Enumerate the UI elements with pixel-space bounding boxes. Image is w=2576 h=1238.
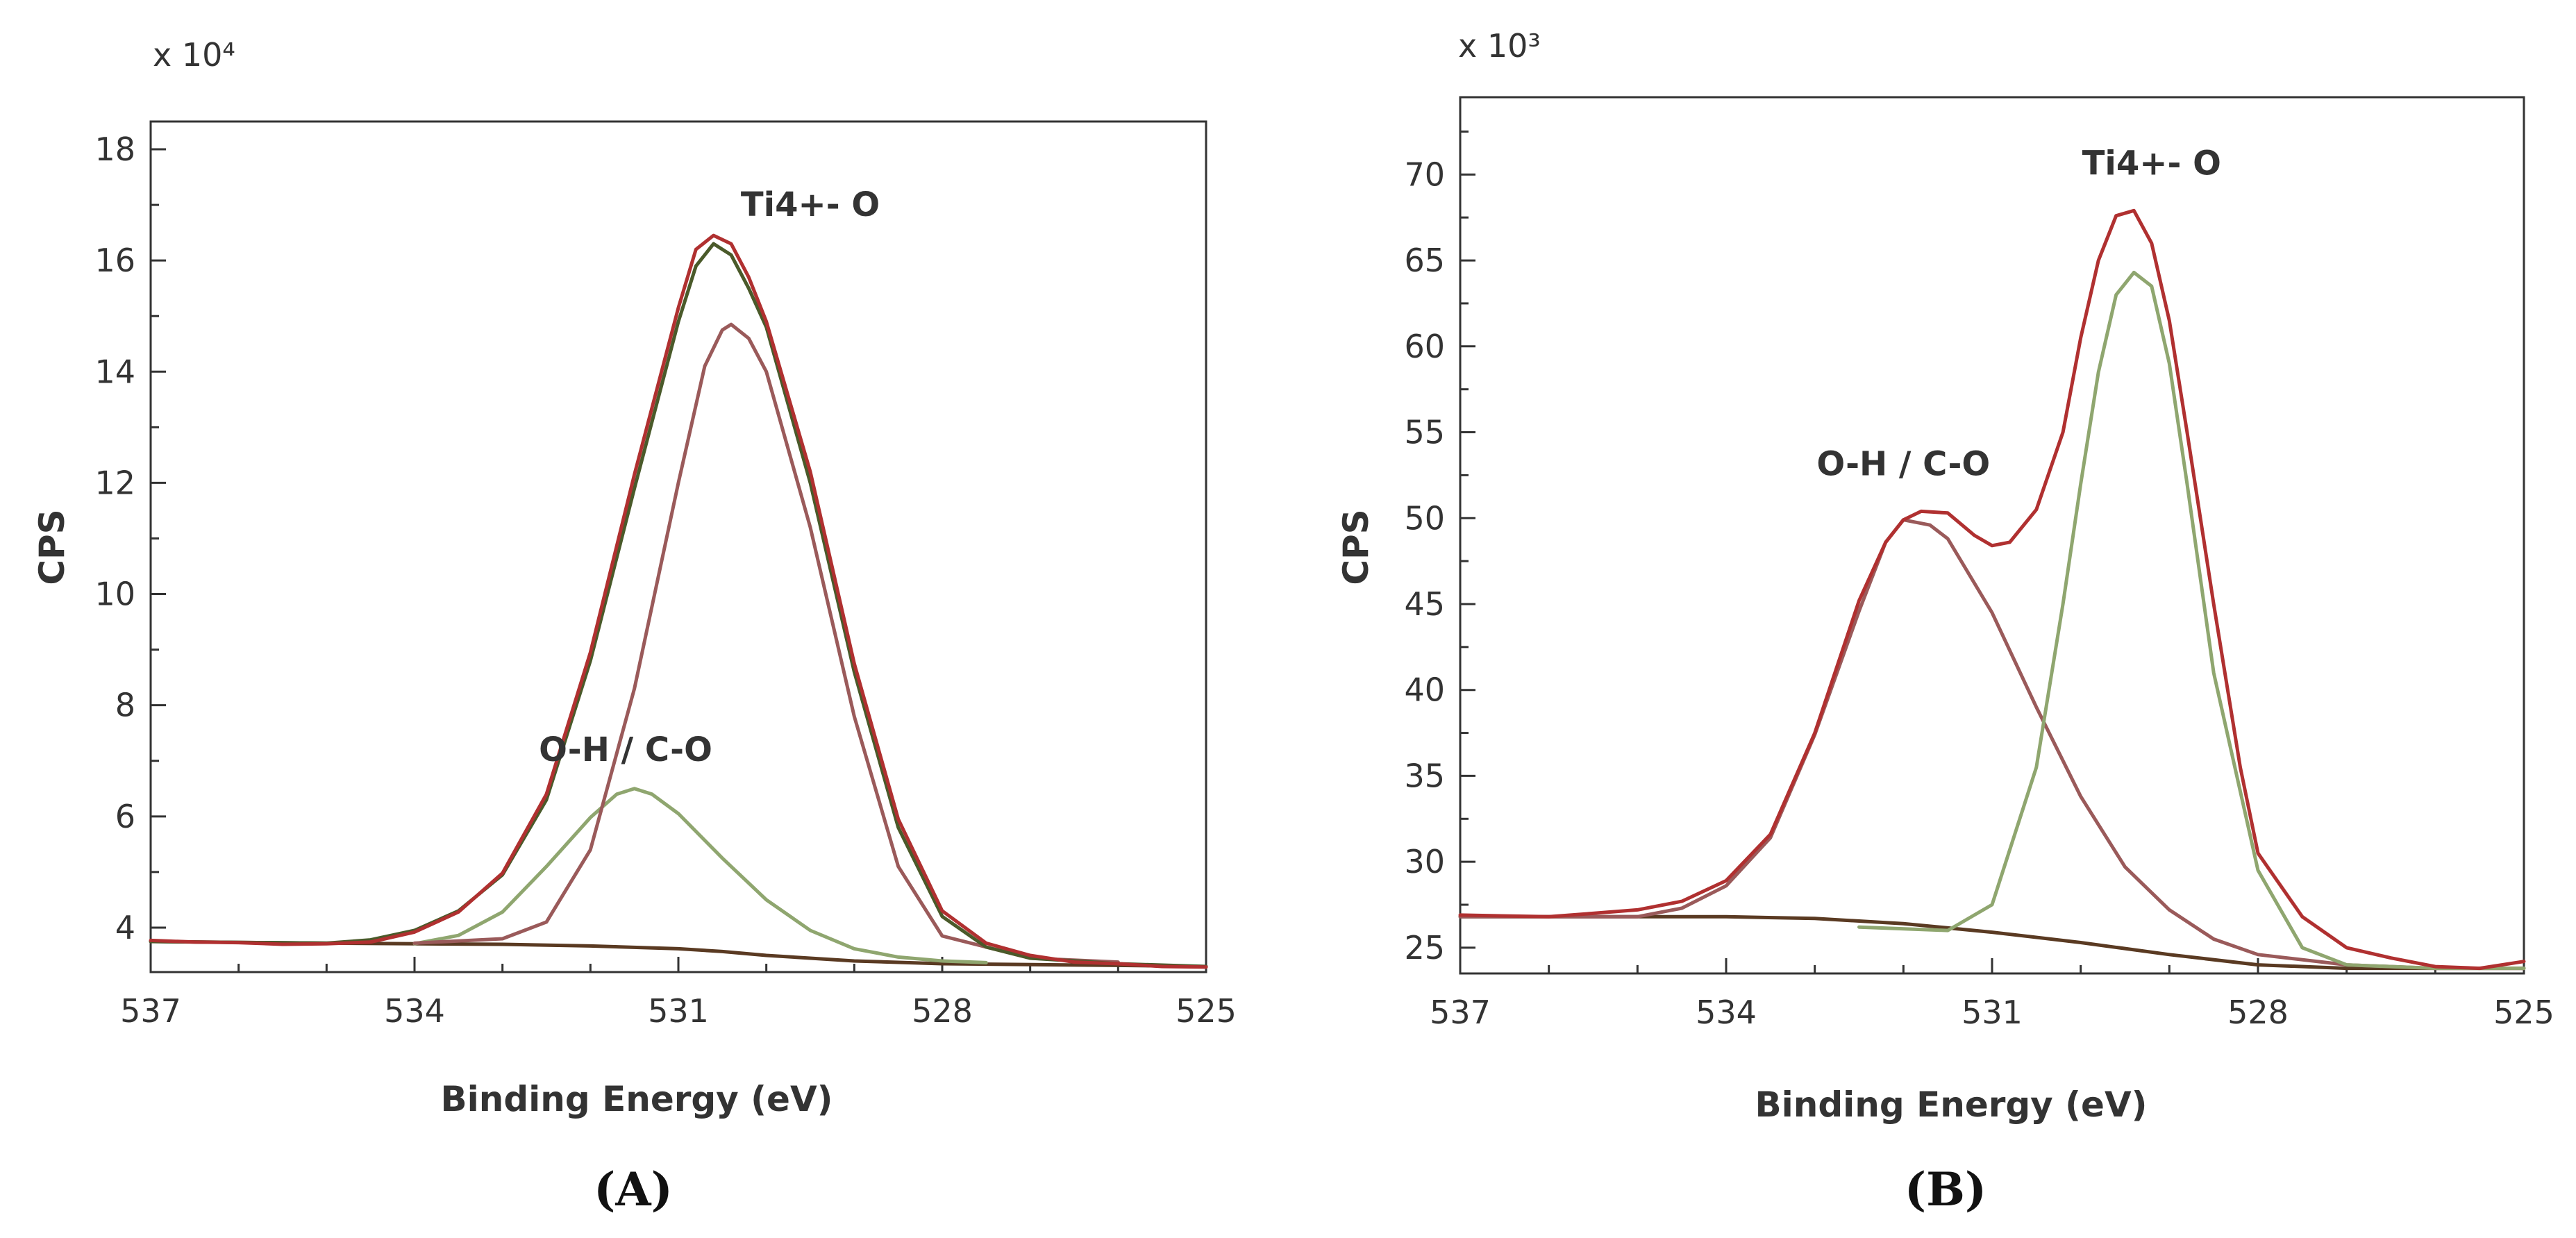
panel-a-y-tick-label: 16	[94, 242, 135, 279]
panel-a-annotation-ti-o: Ti4+- O	[741, 185, 880, 224]
panel-a-ticks	[149, 148, 1207, 972]
panel-a-curves	[149, 233, 1208, 969]
panel-b-curves	[1458, 208, 2526, 971]
panel-b-plot-area	[1459, 96, 2525, 975]
panel-b-annotation-oh-co: O-H / C-O	[1816, 444, 1990, 483]
panel-a-y-tick-label: 6	[115, 798, 135, 835]
panel-b-annotation-ti-o: Ti4+- O	[2082, 144, 2221, 183]
panel-a-tick-labels: 537 534 531 528 525 4 6 8 10 12 14 16 18	[94, 131, 1236, 1030]
panel-b-y-tick-label: 60	[1404, 328, 1445, 365]
panel-b-y-tick-label: 65	[1404, 242, 1445, 279]
panel-a-y-multiplier: x 10⁴	[153, 36, 235, 74]
panel-a-series-ti4-o	[412, 322, 1120, 964]
panel-a-series-o-h-c-o	[412, 787, 988, 964]
panel-a-y-tick-label: 12	[94, 464, 135, 501]
panel-a-x-tick-label: 537	[120, 992, 181, 1030]
panel-b-y-tick-label: 40	[1404, 671, 1445, 709]
panel-b-x-tick-label: 528	[2227, 994, 2289, 1031]
panel-a: 537 534 531 528 525 4 6 8 10 12 14 16 18 x 10⁴ CPS B…	[32, 36, 1237, 1216]
panel-a-series-experimental	[149, 233, 1208, 969]
panel-a-y-tick-label: 4	[115, 909, 135, 946]
panel-b-y-tick-label: 45	[1404, 585, 1445, 623]
panel-a-annotation-oh-co: O-H / C-O	[539, 730, 712, 769]
panel-b-series-background	[1458, 914, 2526, 971]
panel-b-y-tick-label: 70	[1404, 156, 1445, 193]
panel-b-y-multiplier: x 10³	[1458, 27, 1541, 65]
panel-b: 537 534 531 528 525 25 30 35 40 45 50 55 60 65 70 x 10…	[1336, 27, 2554, 1216]
panel-b-series-experimental	[1458, 208, 2526, 971]
panel-a-x-axis-title: Binding Energy (eV)	[441, 1079, 833, 1119]
panel-b-tick-labels: 537 534 531 528 525 25 30 35 40 45 50 55 60 65 70	[1404, 156, 2554, 1031]
panel-a-y-tick-label: 18	[94, 131, 135, 168]
panel-b-x-tick-label: 531	[1962, 994, 2023, 1031]
panel-a-series-background	[149, 939, 1208, 969]
panel-b-y-tick-label: 35	[1404, 757, 1445, 794]
panel-a-y-tick-label: 10	[94, 576, 135, 613]
panel-b-caption: (B)	[1905, 1162, 1987, 1216]
panel-a-y-axis-title: CPS	[32, 509, 72, 585]
panel-b-series-ti4-o	[1857, 270, 2526, 971]
panel-b-x-axis-title: Binding Energy (eV)	[1755, 1085, 2148, 1125]
panel-a-x-tick-label: 528	[912, 992, 973, 1030]
panel-b-series-o-h-c-o	[1458, 518, 2526, 971]
panel-a-x-tick-label: 525	[1176, 992, 1237, 1030]
panel-b-y-tick-label: 25	[1404, 929, 1445, 967]
panel-a-y-tick-label: 8	[115, 687, 135, 724]
panel-a-x-tick-label: 531	[648, 992, 709, 1030]
panel-a-x-tick-label: 534	[384, 992, 445, 1030]
panel-b-x-tick-label: 537	[1430, 994, 1491, 1031]
panel-a-caption: (A)	[594, 1162, 673, 1216]
panel-b-y-tick-label: 55	[1404, 414, 1445, 451]
panel-a-plot-area	[149, 120, 1207, 973]
panel-b-y-tick-label: 30	[1404, 843, 1445, 880]
panel-b-x-tick-label: 534	[1696, 994, 1757, 1031]
panel-b-y-axis-title: CPS	[1336, 509, 1376, 585]
panel-b-x-tick-label: 525	[2493, 994, 2554, 1031]
panel-a-y-tick-label: 14	[94, 353, 135, 390]
panel-b-y-tick-label: 50	[1404, 499, 1445, 537]
